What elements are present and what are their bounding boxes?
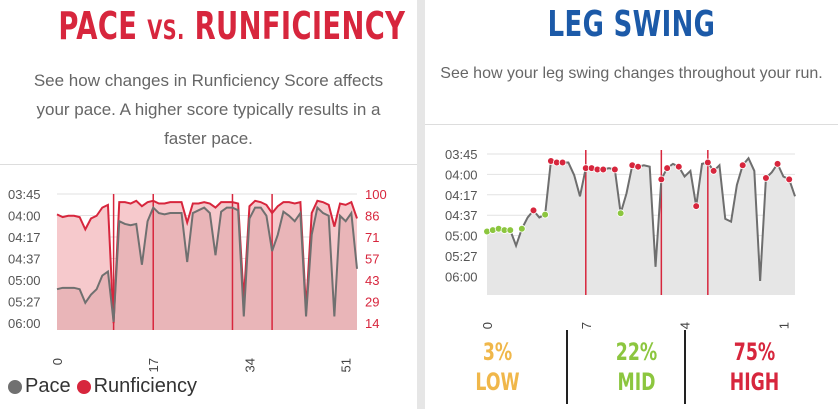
leg-swing-point xyxy=(704,158,712,167)
y-tick-label: 04:00 xyxy=(445,167,478,182)
y-tick-label-left: 03:45 xyxy=(8,187,41,202)
y-tick-label-left: 05:00 xyxy=(8,273,41,288)
y-tick-label-left: 05:27 xyxy=(8,295,41,310)
pace-vs-runficiency-panel: PACE VS. RUNFICIENCY See how changes in … xyxy=(0,0,417,409)
y-tick-label-right: 100 xyxy=(365,187,387,202)
leg-swing-point xyxy=(773,160,782,168)
leg-swing-panel: LEG SWING See how your leg swing changes… xyxy=(425,0,838,409)
y-tick-label: 04:17 xyxy=(445,188,478,203)
x-tick-label: 51 xyxy=(339,358,354,372)
zone-mid: 22% MID xyxy=(568,326,705,406)
y-tick-label-right: 14 xyxy=(365,316,379,331)
leg-swing-point xyxy=(518,224,526,233)
pace-runficiency-chart: 03:45 100 04:00 86 04:17 71 04:37 57 05:00 43 05:2… xyxy=(8,187,387,372)
leg-swing-point xyxy=(762,174,770,182)
legend-label-runficiency: Runficiency xyxy=(93,375,197,397)
x-tick-label: 34 xyxy=(678,322,693,330)
y-tick-label-right: 86 xyxy=(365,209,379,224)
y-tick-label-right: 29 xyxy=(365,295,379,310)
panel-title: LEG SWING xyxy=(547,4,716,45)
zone-mid-label: MID xyxy=(617,368,656,396)
y-tick-label-right: 71 xyxy=(365,230,379,245)
zone-high-percent: 75% xyxy=(733,338,776,366)
legend-label-pace: Pace xyxy=(25,375,71,397)
leg-swing-point xyxy=(674,162,683,171)
x-tick-label: 51 xyxy=(776,322,791,330)
leg-swing-point xyxy=(558,158,567,167)
leg-swing-point xyxy=(506,226,515,234)
panel-subtitle: See how changes in Runficiency Score aff… xyxy=(33,71,384,148)
panel-title: PACE VS. RUNFICIENCY xyxy=(58,4,405,48)
divider-line xyxy=(0,164,417,165)
y-tick-label: 06:00 xyxy=(445,269,478,284)
legend-dot-runficiency xyxy=(76,379,91,394)
chart-legend: Pace Runficiency xyxy=(8,375,203,398)
title-pace: PACE xyxy=(58,4,138,48)
leg-swing-chart: 03:45 04:00 04:17 04:37 05:00 05:27 06:00 0 17 34… xyxy=(445,147,796,330)
leg-swing-area xyxy=(487,158,795,295)
legend-item-pace[interactable]: Pace xyxy=(8,375,71,398)
divider-line xyxy=(425,124,838,125)
leg-swing-point xyxy=(529,206,538,215)
leg-swing-point xyxy=(663,164,671,172)
x-tick-label: 17 xyxy=(579,322,594,330)
leg-swing-point xyxy=(692,202,701,210)
pace-area xyxy=(57,207,357,330)
leg-swing-point xyxy=(709,167,718,175)
y-tick-label: 05:27 xyxy=(445,249,478,264)
y-tick-label-left: 04:37 xyxy=(8,252,41,267)
leg-swing-point xyxy=(657,175,666,184)
y-tick-label-left: 04:00 xyxy=(8,209,41,224)
panel-subtitle: See how your leg swing changes throughou… xyxy=(440,65,823,82)
x-tick-label: 0 xyxy=(480,322,495,329)
zone-separator xyxy=(684,330,686,404)
y-tick-label-left: 04:17 xyxy=(8,230,41,245)
leg-swing-point xyxy=(738,161,747,170)
zone-mid-percent: 22% xyxy=(615,338,658,366)
title-vs: VS. xyxy=(147,15,185,46)
leg-swing-point xyxy=(785,175,793,184)
leg-swing-zones: 3% LOW 22% MID 75% HIGH xyxy=(425,326,838,406)
zone-low-percent: 3% xyxy=(482,338,513,366)
zone-high-label: HIGH xyxy=(729,368,780,396)
y-tick-label: 03:45 xyxy=(445,147,478,162)
panel-divider xyxy=(417,0,425,409)
zone-low: 3% LOW xyxy=(429,326,566,406)
leg-swing-point xyxy=(611,165,619,174)
y-tick-label-left: 06:00 xyxy=(8,316,41,331)
y-tick-label: 04:37 xyxy=(445,208,478,223)
leg-swing-point xyxy=(541,210,549,219)
y-tick-label-right: 43 xyxy=(365,273,379,288)
leg-swing-point xyxy=(616,209,625,218)
x-tick-label: 17 xyxy=(146,358,161,372)
x-tick-label: 34 xyxy=(242,358,257,372)
leg-swing-point xyxy=(599,165,608,174)
y-tick-label: 05:00 xyxy=(445,229,478,244)
legend-dot-pace xyxy=(8,379,22,394)
zone-high: 75% HIGH xyxy=(686,326,823,406)
zone-low-label: LOW xyxy=(475,368,520,396)
pace-line xyxy=(56,205,358,322)
legend-item-runficiency[interactable]: Runficiency xyxy=(76,375,197,398)
leg-swing-point xyxy=(634,162,642,171)
x-tick-label: 0 xyxy=(50,358,65,365)
y-tick-label-right: 57 xyxy=(365,252,379,267)
zone-separator xyxy=(566,330,568,404)
title-runficiency: RUNFICIENCY xyxy=(194,4,406,48)
